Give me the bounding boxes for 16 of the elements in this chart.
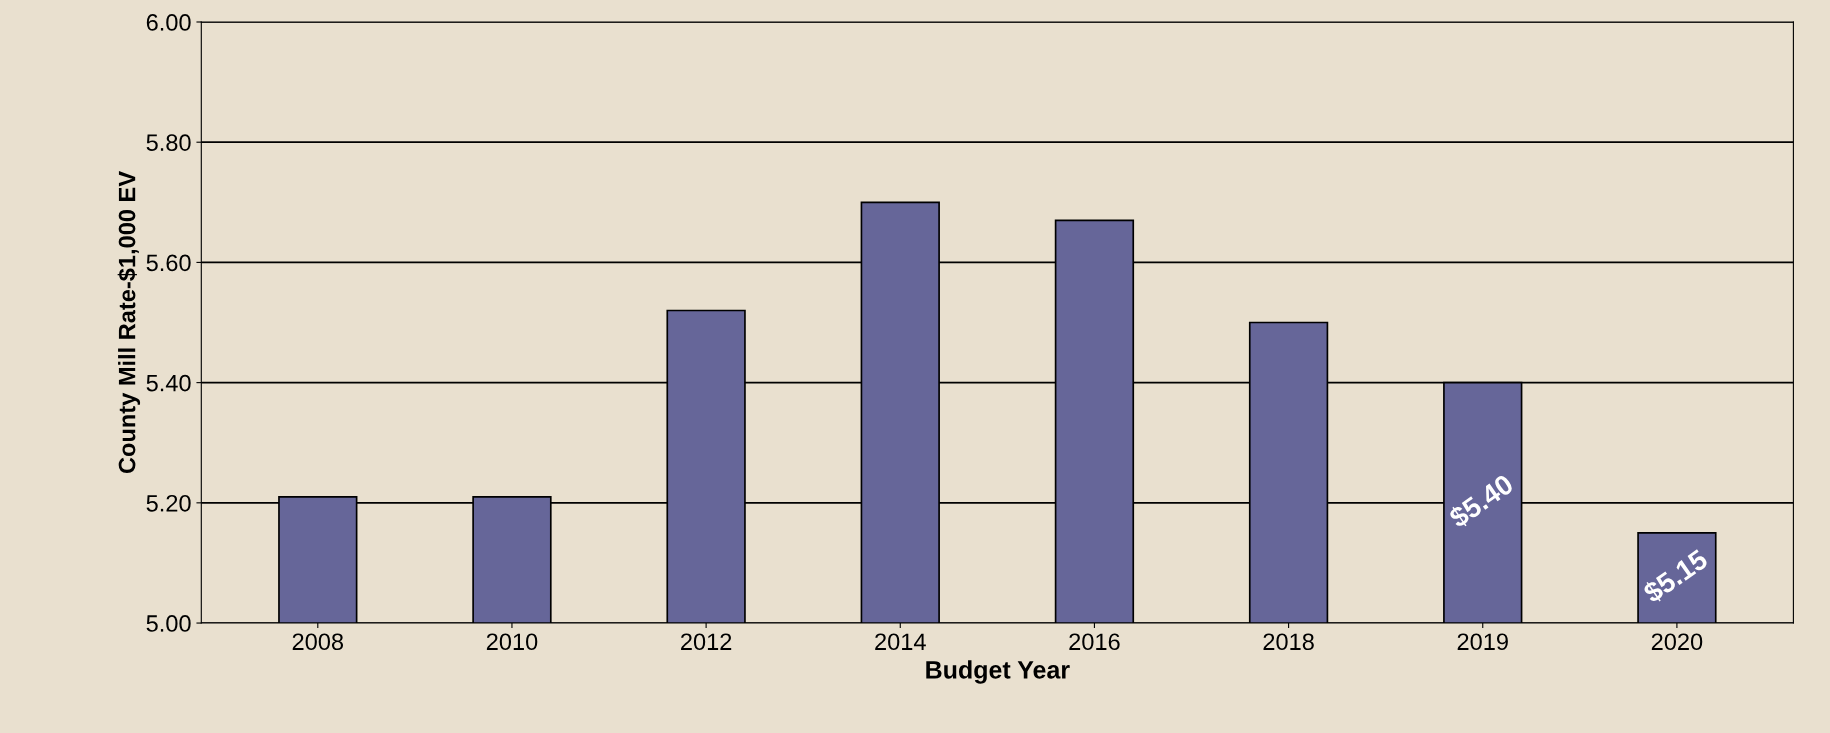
y-tick-label: 5.20: [146, 494, 191, 512]
x-tick-label: 2018: [1263, 633, 1314, 651]
x-tick-label: 2019: [1457, 633, 1508, 651]
x-axis-title: Budget Year: [926, 660, 1070, 684]
y-axis-title: County Mill Rate-$1,000 EV: [117, 171, 141, 474]
x-tick-label: 2020: [1651, 633, 1703, 651]
y-tick-label: 5.40: [146, 374, 191, 392]
y-tick-label: 6.00: [146, 14, 191, 31]
x-tick-label: 2008: [292, 633, 344, 651]
y-tick-label: 5.00: [146, 615, 191, 632]
x-tick-label: 2010: [486, 633, 538, 651]
y-tick-label: 5.60: [146, 254, 191, 272]
y-tick-label: 5.80: [146, 134, 191, 151]
x-tick-label: 2014: [875, 633, 926, 651]
x-tick-label: 2016: [1069, 633, 1120, 651]
x-tick-label: 2012: [681, 633, 732, 651]
